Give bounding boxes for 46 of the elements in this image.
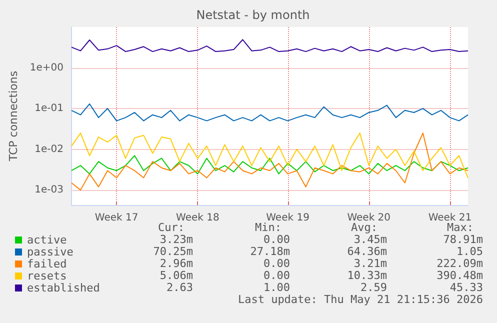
legend-label: resets <box>27 270 67 282</box>
y-tick-label: 1e-03 <box>34 184 64 196</box>
text: 2.59 <box>360 281 387 294</box>
line-series <box>71 39 468 52</box>
x-tick-label: Week 20 <box>347 212 391 224</box>
text: 0.00 <box>264 269 290 282</box>
x-tick-label: Week 18 <box>176 212 220 224</box>
text: 0.00 <box>264 257 290 270</box>
text: 3.23m <box>160 233 194 246</box>
y-tick-label: 1e+00 <box>30 62 64 74</box>
text: Min: <box>255 221 282 234</box>
text: 390.48m <box>436 269 484 282</box>
text: 3.21m <box>354 257 388 270</box>
text: Max: <box>447 221 474 234</box>
legend-label: passive <box>27 246 74 258</box>
chart-title: Netstat - by month <box>196 8 310 22</box>
text: 5.06m <box>160 269 194 282</box>
text: 1.00 <box>264 281 290 294</box>
text: Avg: <box>351 221 378 234</box>
text: Last update: Thu May 21 21:15:36 2026 <box>238 293 483 306</box>
text: 2.63 <box>166 281 193 294</box>
text: 0.00 <box>264 233 290 246</box>
text: 70.25m <box>153 245 194 258</box>
x-tick-label: Week 21 <box>428 212 472 224</box>
text: 27.18m <box>250 245 290 258</box>
y-tick-label: 1e-01 <box>34 103 64 114</box>
line-series <box>71 132 468 178</box>
text: 64.36m <box>347 245 388 258</box>
text: 2.96m <box>160 257 194 270</box>
line-series <box>71 132 468 191</box>
text: 222.09m <box>436 257 484 270</box>
text: 3.45m <box>354 233 388 246</box>
text: 78.91m <box>443 233 484 246</box>
line-series <box>71 155 468 174</box>
x-tick-label: Week 17 <box>94 212 138 224</box>
text: 45.33 <box>450 281 483 294</box>
legend-label: failed <box>27 258 67 270</box>
line-series <box>71 103 468 122</box>
y-axis-title: TCP connections <box>7 70 20 162</box>
legend-label: active <box>27 234 67 246</box>
text: 10.33m <box>347 269 388 282</box>
x-tick-label: Week 19 <box>266 212 310 224</box>
text: 1.05 <box>456 245 483 258</box>
y-tick-label: 1e-02 <box>34 144 64 155</box>
text: Cur: <box>158 221 184 234</box>
legend-label: established <box>27 282 100 294</box>
